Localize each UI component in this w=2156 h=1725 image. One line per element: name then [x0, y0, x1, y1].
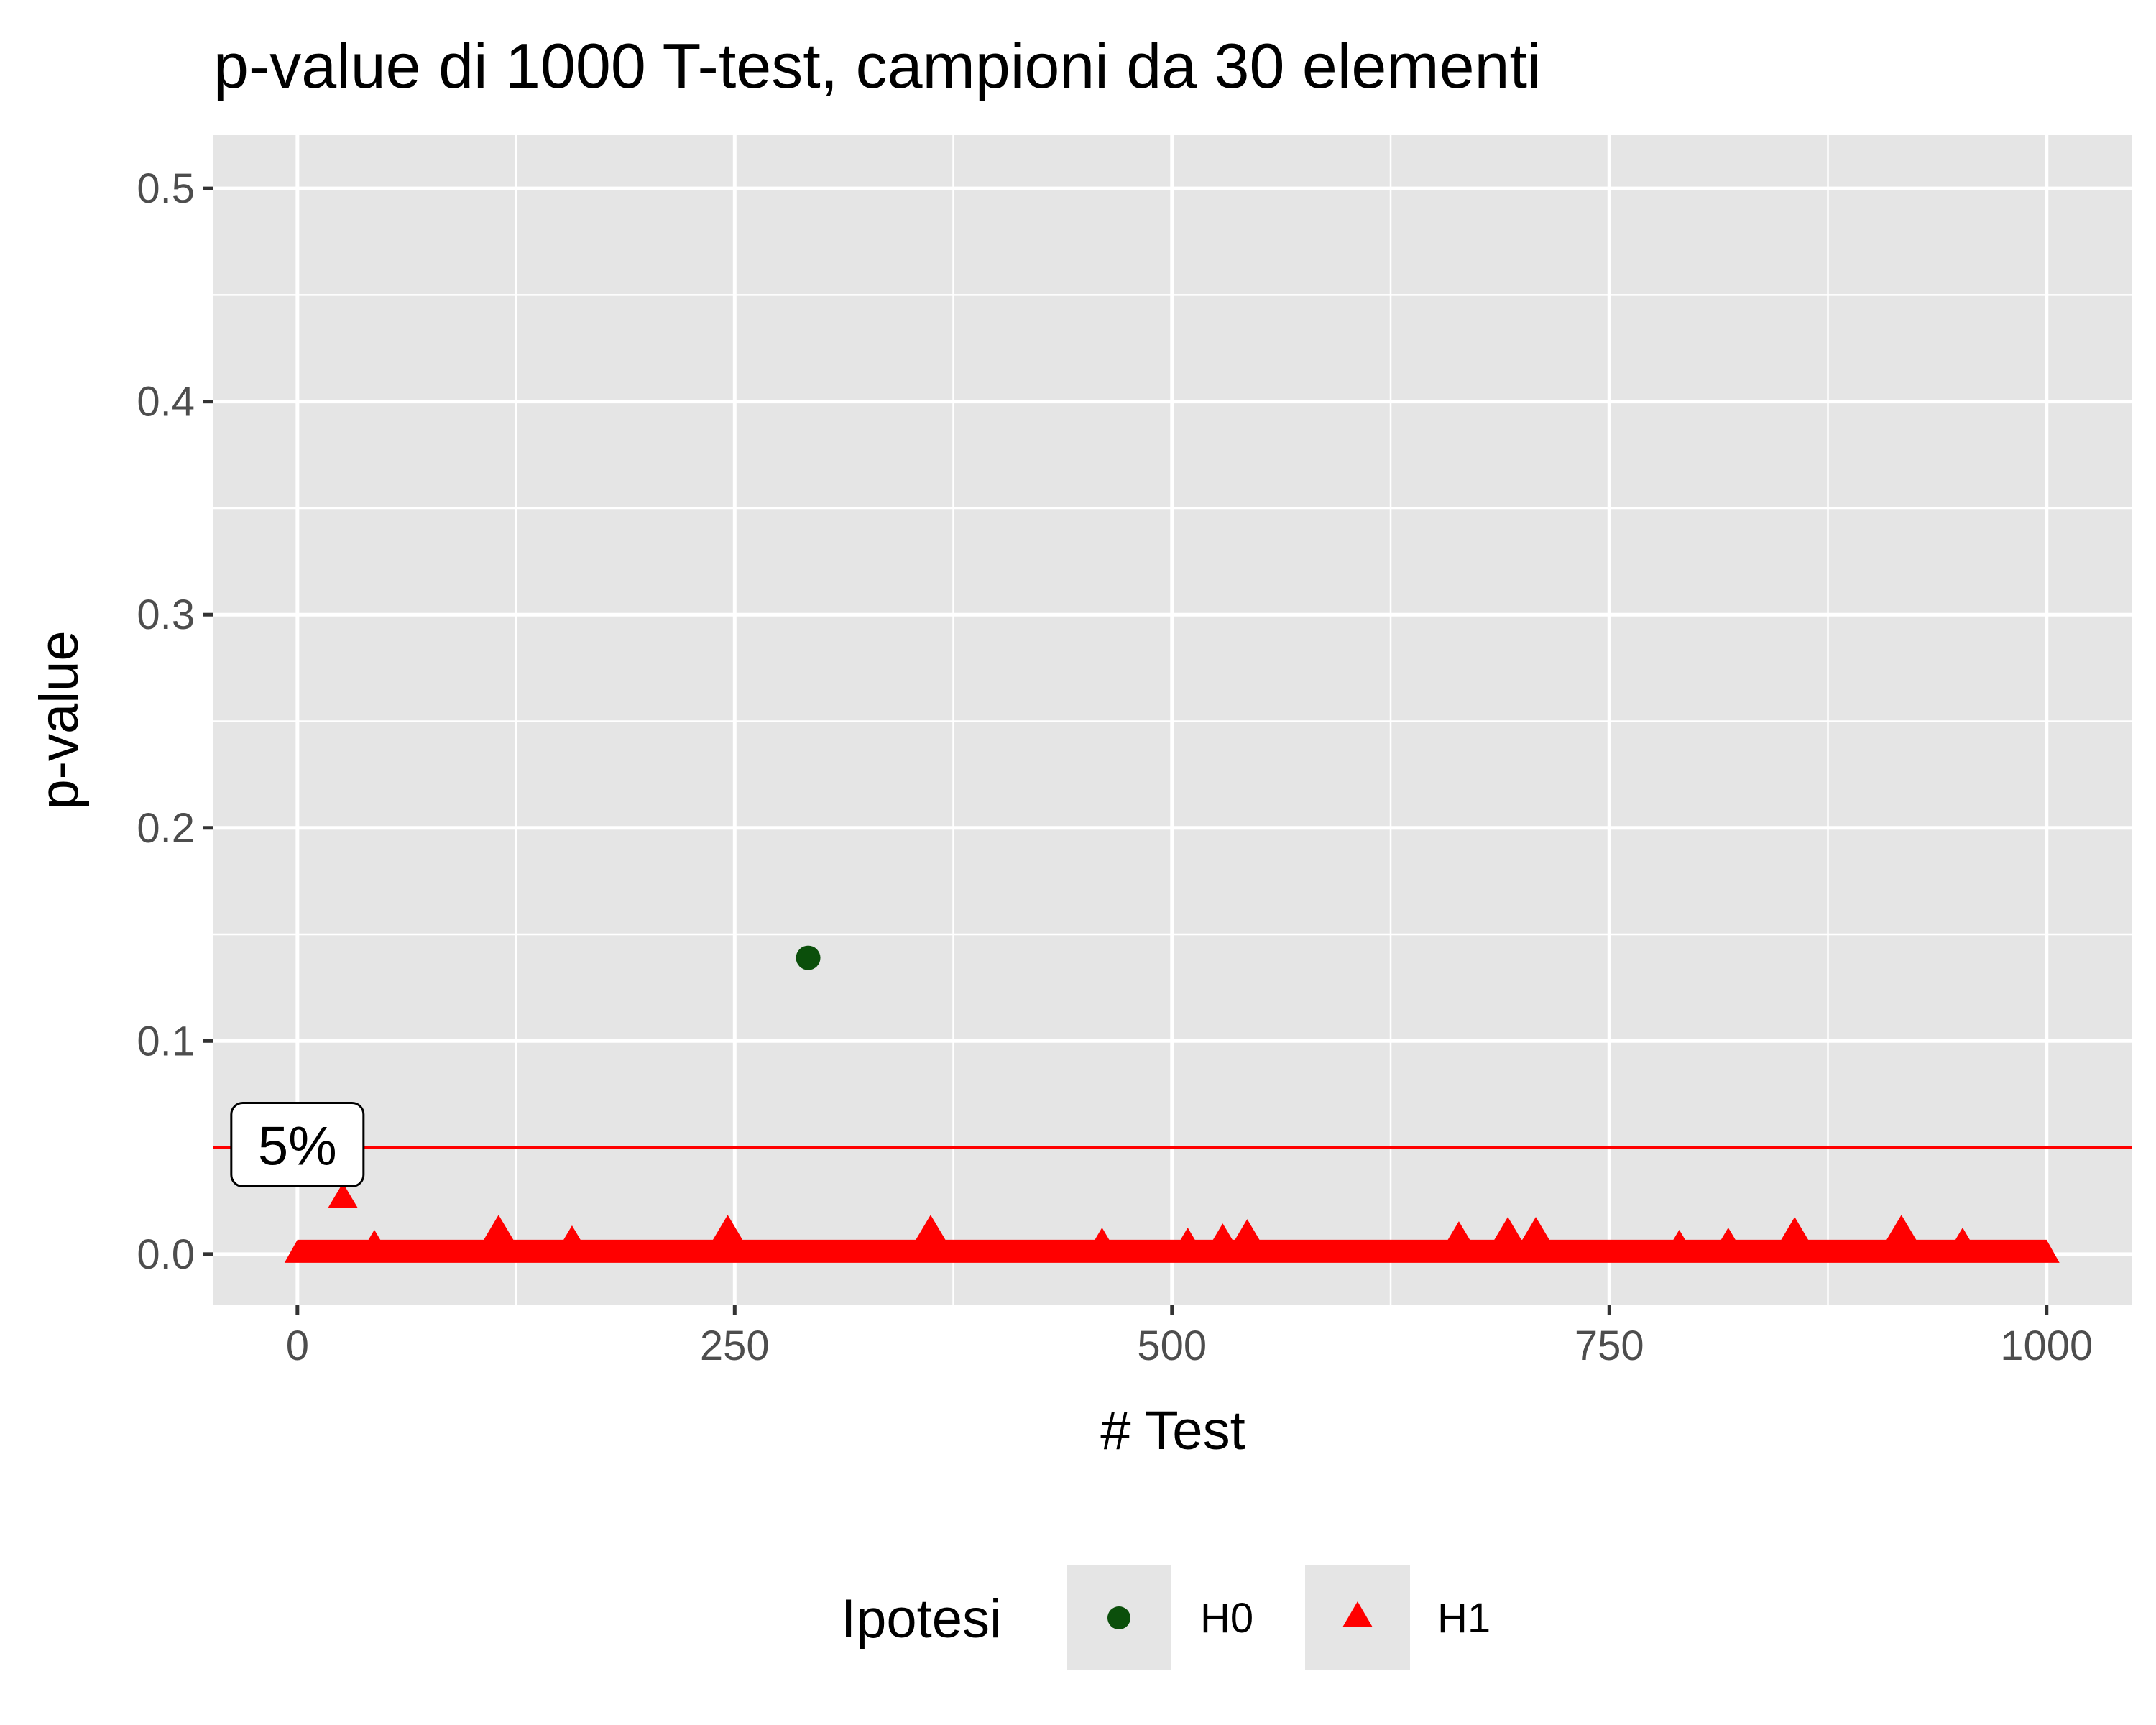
h1-point	[1172, 1228, 1203, 1254]
h1-point	[1886, 1215, 1917, 1241]
y-tick-label: 0.3	[137, 592, 195, 638]
h1-point	[916, 1215, 946, 1241]
h1-point	[712, 1215, 743, 1241]
h1-points	[328, 1182, 1978, 1256]
h1-baseline-band	[284, 1239, 2060, 1263]
legend-h1-symbol	[1342, 1601, 1373, 1627]
h1-point	[1713, 1228, 1743, 1254]
h1-point	[1493, 1217, 1523, 1243]
y-tick-label: 0.2	[137, 805, 195, 852]
h1-point	[1948, 1228, 1978, 1254]
h0-point	[796, 945, 821, 970]
y-tick-label: 0.4	[137, 379, 195, 426]
x-tick-label: 750	[1575, 1322, 1644, 1369]
y-tick-label: 0.0	[137, 1231, 195, 1278]
legend-title: Ipotesi	[841, 1588, 1002, 1650]
h1-point	[1664, 1229, 1695, 1256]
x-tick-label: 0	[286, 1322, 309, 1369]
x-tick-label: 1000	[2000, 1322, 2093, 1369]
x-axis-title: # Test	[1100, 1400, 1245, 1461]
h1-point	[483, 1215, 514, 1241]
x-axis: 0 250 500 750 1000	[286, 1305, 2093, 1369]
chart-title: p-value di 1000 T-test, campioni da 30 e…	[213, 30, 1541, 101]
legend-label-h1: H1	[1437, 1595, 1491, 1642]
h0-points	[796, 945, 821, 970]
y-axis-title: p-value	[29, 630, 90, 809]
h1-point	[359, 1229, 390, 1256]
threshold-label: 5%	[258, 1116, 337, 1177]
h1-point	[1207, 1223, 1238, 1249]
h1-point	[1232, 1219, 1263, 1245]
y-tick-label: 0.5	[137, 165, 195, 212]
h1-point	[557, 1225, 587, 1251]
x-tick-label: 500	[1137, 1322, 1207, 1369]
y-axis: 0.0 0.1 0.2 0.3 0.4 0.5	[137, 165, 213, 1278]
h1-baseline-triangles	[284, 1239, 2060, 1263]
threshold-label-box	[230, 1102, 365, 1188]
h1-point	[1779, 1217, 1810, 1243]
x-tick-label: 250	[700, 1322, 770, 1369]
y-tick-label: 0.1	[137, 1018, 195, 1064]
threshold-line-group: 5%	[213, 1102, 2132, 1188]
h1-point	[328, 1182, 359, 1208]
h1-point	[1521, 1217, 1551, 1243]
h1-point	[1087, 1228, 1118, 1254]
legend: Ipotesi H0 H1	[841, 1565, 1491, 1670]
legend-h0-symbol	[1107, 1606, 1130, 1629]
legend-label-h0: H0	[1200, 1595, 1253, 1642]
h1-point	[1444, 1221, 1474, 1247]
